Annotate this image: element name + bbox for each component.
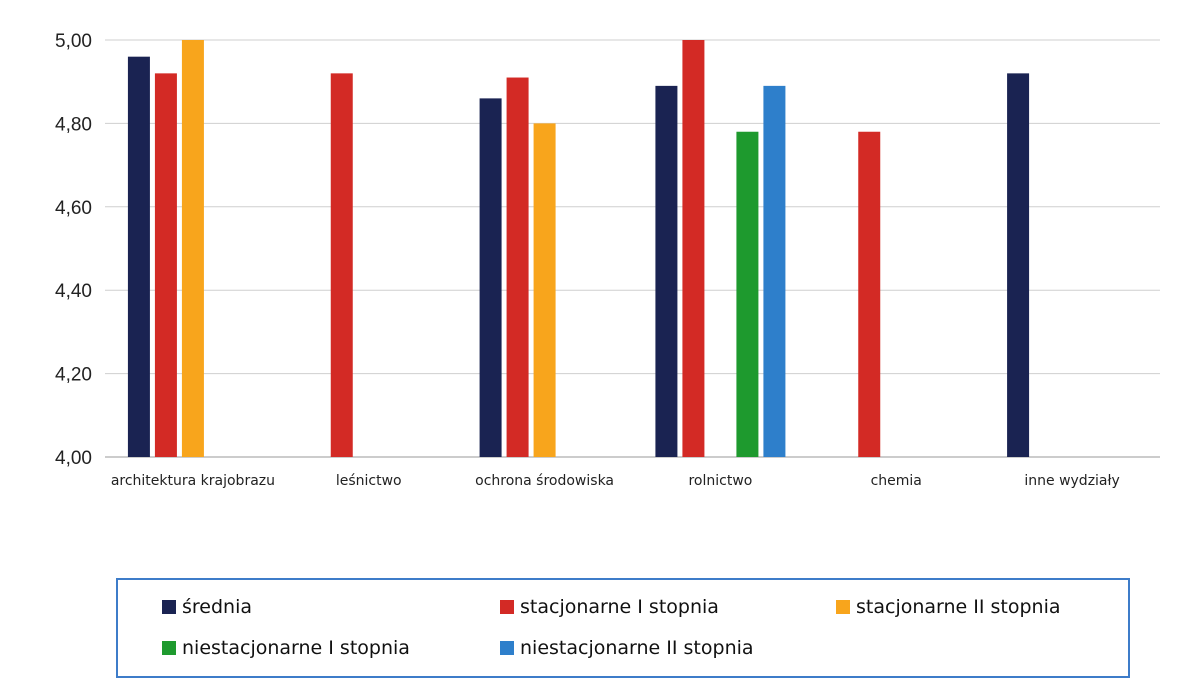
legend: średnia stacjonarne I stopnia stacjonarn… (116, 578, 1130, 678)
bar (479, 98, 502, 457)
legend-item-niestacjonarne-i: niestacjonarne I stopnia (162, 637, 410, 659)
legend-item-srednia: średnia (162, 596, 252, 618)
x-tick-label: ochrona środowiska (475, 473, 614, 489)
x-tick-label: inne wydziały (1024, 473, 1119, 489)
x-tick-label: chemia (871, 473, 922, 489)
y-tick-label: 4,60 (55, 198, 92, 219)
bar (763, 85, 786, 458)
bar (736, 131, 759, 458)
bar (330, 73, 353, 458)
bar (506, 77, 529, 457)
legend-item-stacjonarne-i: stacjonarne I stopnia (500, 596, 719, 618)
y-tick-label: 4,00 (55, 448, 92, 469)
x-tick-label: rolnictwo (688, 473, 752, 489)
bar (181, 40, 204, 457)
bar (154, 73, 177, 458)
x-tick-label: leśnictwo (336, 473, 402, 489)
y-tick-label: 4,40 (55, 281, 92, 302)
bar (682, 40, 705, 457)
y-tick-label: 4,20 (55, 365, 92, 386)
legend-label-niestacjonarne-i: niestacjonarne I stopnia (182, 637, 410, 659)
legend-item-stacjonarne-ii: stacjonarne II stopnia (836, 596, 1061, 618)
legend-swatch-niestacjonarne-ii (500, 641, 514, 655)
legend-label-niestacjonarne-ii: niestacjonarne II stopnia (520, 637, 754, 659)
bar (127, 56, 150, 458)
x-tick-label: architektura krajobrazu (111, 473, 275, 489)
legend-swatch-niestacjonarne-i (162, 641, 176, 655)
bar (858, 131, 881, 458)
legend-label-srednia: średnia (182, 596, 253, 618)
bar (655, 85, 678, 458)
bar (533, 123, 556, 458)
y-tick-label: 5,00 (55, 31, 92, 52)
bar (1007, 73, 1030, 458)
legend-swatch-stacjonarne-i (500, 600, 514, 614)
legend-swatch-srednia (162, 600, 176, 614)
legend-item-niestacjonarne-ii: niestacjonarne II stopnia (500, 637, 754, 659)
legend-label-stacjonarne-ii: stacjonarne II stopnia (856, 596, 1061, 618)
y-tick-label: 4,80 (55, 114, 92, 135)
legend-swatch-stacjonarne-ii (836, 600, 850, 614)
legend-label-stacjonarne-i: stacjonarne I stopnia (520, 596, 719, 618)
